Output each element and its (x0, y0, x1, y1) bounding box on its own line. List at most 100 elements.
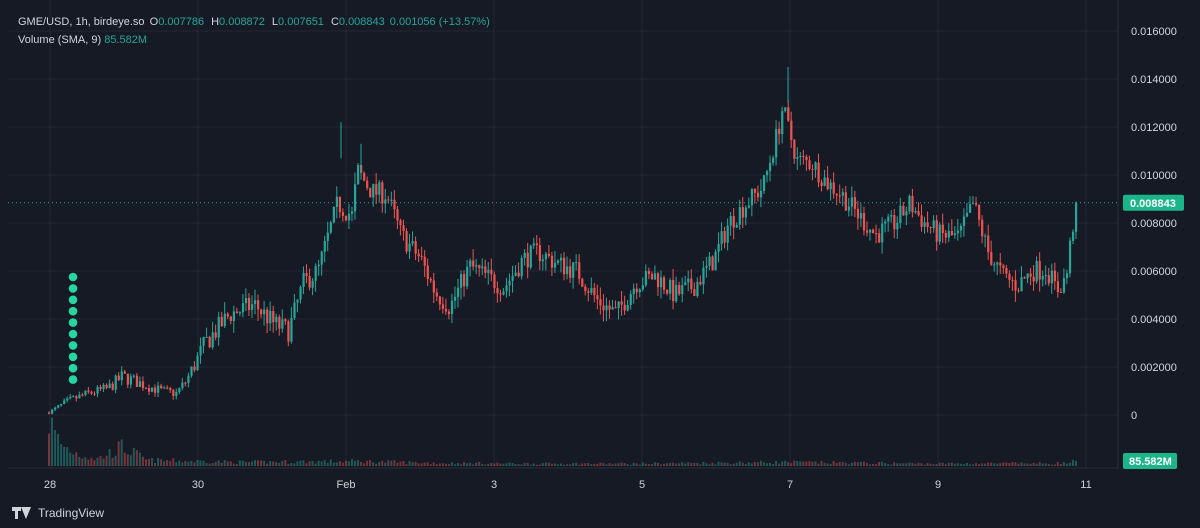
candle-body (926, 222, 929, 227)
candle-body (875, 233, 878, 235)
volume-bar (375, 463, 378, 466)
volume-bar (463, 462, 466, 466)
volume-bar (435, 464, 438, 466)
volume-bar (929, 463, 932, 466)
candle-body (175, 392, 178, 396)
volume-legend: Volume (SMA, 9) 85.582M (18, 34, 152, 46)
candle-body (629, 294, 632, 305)
candle-body (635, 288, 638, 293)
event-markers[interactable] (68, 272, 78, 384)
candle-body (329, 222, 332, 233)
volume-bar (447, 464, 450, 466)
candle-body (944, 232, 947, 238)
symbol-title[interactable]: GME/USD, 1h, birdeye.so (18, 16, 145, 28)
candle-body (263, 309, 266, 315)
volume-bar (968, 464, 971, 466)
volume-bar (581, 463, 584, 466)
time-axis[interactable]: 28 30 Feb 3 5 7 9 11 (8, 0, 1119, 491)
volume-bar (617, 463, 620, 466)
candle-body (475, 265, 478, 267)
candle-body (111, 383, 114, 390)
candle-body (484, 266, 487, 274)
candle-body (996, 262, 999, 265)
event-marker-dot (68, 341, 78, 350)
candle-body (1053, 270, 1056, 282)
volume-bar (850, 462, 853, 466)
volume-bar (1056, 461, 1059, 466)
candle-body (102, 384, 105, 389)
volume-bar (550, 463, 553, 466)
tradingview-footer[interactable]: TradingView (12, 504, 104, 522)
candle-body (66, 398, 69, 401)
event-marker-dot (68, 318, 78, 327)
volume-bar (405, 464, 408, 466)
candle-body (838, 195, 841, 197)
candle-body (781, 110, 784, 135)
volume-bar (799, 461, 802, 466)
time-tick-label: 28 (44, 479, 56, 491)
volume-bar (120, 439, 123, 466)
candle-body (1005, 268, 1008, 274)
candle-body (472, 260, 475, 267)
volume-bar (1038, 461, 1041, 466)
candle-body (611, 307, 614, 310)
candle-body (417, 253, 420, 257)
ohlc-legend: GME/USD, 1h, birdeye.so O0.007786 H0.0088… (18, 16, 495, 28)
candle-body (511, 275, 514, 281)
candle-body (959, 225, 963, 231)
candle-body (793, 140, 796, 159)
volume-bar (559, 463, 562, 466)
candle-body (450, 300, 454, 315)
candle-body (714, 251, 717, 271)
candle-body (160, 385, 163, 389)
close-value: 0.008843 (338, 16, 385, 28)
volume-indicator-label[interactable]: Volume (SMA, 9) (18, 34, 102, 46)
candle-body (326, 232, 329, 241)
candle-body (220, 316, 223, 327)
volume-bar (666, 463, 669, 466)
candle-body (305, 273, 308, 277)
candle-body (1050, 270, 1053, 284)
volume-bar (687, 462, 690, 466)
volume-bar (350, 459, 353, 466)
price-axis[interactable]: 0 0.002000 0.004000 0.006000 0.008000 0.01000… (1118, 0, 1200, 528)
volume-bar (66, 447, 69, 466)
volume-bar (926, 463, 929, 466)
volume-bar (229, 461, 232, 466)
candle-body (456, 287, 460, 297)
candle-body (281, 319, 284, 329)
price-tick-label: 0.002000 (1131, 362, 1177, 374)
candle-body (638, 289, 641, 293)
volume-bar (523, 462, 526, 466)
volume-bar (884, 463, 887, 466)
candle-body (965, 212, 969, 217)
volume-bar (1020, 462, 1023, 466)
candle-body (396, 209, 399, 221)
candle-body (487, 269, 490, 274)
volume-bar (575, 462, 578, 466)
volume-bar (526, 462, 529, 466)
volume-bar (1017, 463, 1020, 466)
candle-body (990, 252, 993, 265)
candle-body (163, 387, 166, 389)
candle-body (853, 197, 857, 209)
candle-body (308, 276, 311, 288)
volume-bar (881, 461, 884, 466)
volume-bar (826, 463, 829, 466)
volume-bar (720, 462, 723, 466)
volume-bar (426, 462, 429, 466)
volume-label-text: 85.582M (1129, 456, 1172, 468)
volume-bar (384, 462, 387, 466)
low-value: 0.007651 (278, 16, 324, 28)
candle-body (1008, 273, 1011, 280)
volume-bar (363, 463, 366, 466)
candle-body (411, 241, 414, 244)
volume-bar (662, 463, 665, 466)
volume-bar (1053, 464, 1056, 466)
volume-bar (1011, 462, 1014, 466)
candle-body (469, 260, 472, 267)
candle-body (753, 188, 757, 193)
time-tick-label: 30 (192, 479, 204, 491)
volume-bar (920, 463, 923, 466)
